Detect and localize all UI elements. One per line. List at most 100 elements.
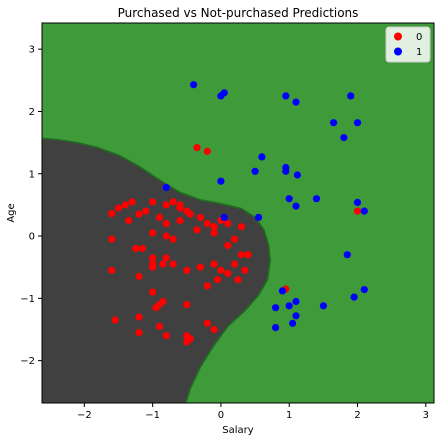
x-tick-label: −2 [77, 410, 92, 421]
data-point-class-0 [162, 220, 170, 228]
y-tick-label: −2 [20, 356, 35, 367]
data-point-class-0 [237, 251, 245, 259]
data-point-class-0 [149, 263, 157, 271]
x-tick-label: 3 [423, 410, 429, 421]
data-point-class-0 [193, 144, 201, 152]
y-tick-label: 3 [29, 45, 35, 56]
data-point-class-0 [224, 269, 232, 277]
data-point-class-1 [350, 293, 358, 301]
data-point-class-0 [125, 216, 133, 225]
x-axis-label: Salary [222, 425, 253, 436]
data-point-class-0 [149, 229, 157, 237]
data-point-class-0 [155, 322, 164, 330]
data-point-class-0 [186, 335, 194, 343]
data-point-class-0 [224, 241, 232, 249]
data-point-class-1 [292, 202, 300, 210]
data-point-class-1 [217, 177, 225, 185]
plot-frame [41, 22, 435, 404]
data-point-class-0 [196, 213, 204, 221]
data-point-class-1 [282, 92, 290, 100]
data-point-class-0 [169, 198, 177, 206]
data-point-class-0 [231, 260, 239, 268]
legend-box [385, 26, 431, 63]
data-point-class-0 [176, 216, 184, 225]
legend-marker-class-1 [394, 47, 402, 56]
data-point-class-1 [347, 92, 355, 100]
data-point-class-0 [203, 220, 211, 228]
data-point-class-0 [138, 244, 146, 253]
y-tick-label: −1 [20, 294, 35, 305]
legend-label-class-0: 0 [416, 32, 422, 43]
data-point-class-0 [237, 223, 245, 231]
x-tick-label: −1 [145, 410, 160, 421]
data-point-class-0 [149, 254, 157, 262]
data-point-class-1 [272, 324, 280, 332]
data-point-class-1 [293, 171, 301, 179]
data-point-class-0 [186, 210, 194, 218]
data-point-class-0 [210, 260, 218, 268]
data-point-class-1 [343, 251, 351, 259]
data-point-class-1 [319, 302, 327, 310]
data-point-class-1 [353, 119, 362, 127]
y-axis: −2 −1 0 1 2 3 [20, 45, 42, 367]
data-point-class-0 [135, 329, 143, 337]
data-point-class-0 [203, 147, 211, 155]
data-point-class-0 [210, 325, 218, 334]
data-point-class-1 [272, 304, 280, 312]
data-point-class-0 [135, 272, 143, 281]
points-layer [108, 81, 368, 346]
data-point-class-0 [193, 226, 201, 234]
data-point-class-1 [360, 207, 368, 215]
data-point-class-1 [254, 213, 263, 221]
y-tick-label: 2 [29, 107, 35, 118]
data-point-class-1 [162, 183, 170, 192]
data-point-class-1 [220, 89, 228, 97]
x-axis: −2 −1 0 1 2 3 [77, 403, 429, 421]
decision-region-class-0 [42, 138, 271, 403]
data-point-class-1 [220, 213, 228, 221]
data-point-class-0 [196, 263, 204, 271]
data-point-class-0 [162, 232, 170, 240]
data-point-class-0 [149, 198, 157, 206]
data-point-class-0 [128, 198, 136, 206]
data-point-class-0 [162, 201, 170, 209]
plot-area [41, 22, 435, 404]
data-point-class-0 [234, 276, 242, 284]
data-point-class-0 [162, 254, 170, 262]
data-point-class-0 [231, 235, 239, 243]
data-point-class-1 [312, 195, 321, 203]
data-point-class-0 [149, 288, 157, 296]
data-point-class-0 [132, 244, 140, 253]
data-point-class-1 [292, 297, 300, 306]
data-point-class-0 [217, 266, 225, 274]
data-point-class-1 [285, 302, 293, 310]
data-point-class-0 [108, 210, 116, 218]
data-point-class-1 [340, 134, 348, 142]
data-point-class-0 [159, 260, 167, 268]
data-point-class-0 [203, 319, 211, 327]
data-point-class-0 [142, 207, 150, 215]
chart-title: Purchased vs Not-purchased Predictions [118, 6, 359, 20]
data-point-class-0 [210, 229, 218, 237]
data-point-class-0 [114, 204, 123, 212]
y-tick-label: 1 [29, 169, 35, 180]
data-point-class-0 [108, 235, 116, 243]
data-point-class-1 [251, 167, 259, 175]
data-point-class-0 [224, 220, 232, 228]
data-point-class-0 [159, 297, 167, 306]
data-point-class-1 [330, 119, 338, 127]
data-point-class-0 [135, 313, 143, 321]
data-point-class-1 [190, 81, 198, 89]
legend: 0 1 [385, 26, 431, 63]
y-axis-label: Age [6, 203, 17, 222]
data-point-class-1 [278, 287, 286, 295]
x-tick-label: 2 [354, 410, 360, 421]
data-point-class-1 [258, 153, 266, 161]
data-point-class-0 [169, 235, 177, 243]
data-point-class-1 [292, 312, 300, 320]
legend-marker-class-0 [394, 32, 402, 41]
data-point-class-0 [152, 304, 160, 312]
data-point-class-1 [285, 195, 293, 203]
data-point-class-0 [241, 266, 249, 274]
